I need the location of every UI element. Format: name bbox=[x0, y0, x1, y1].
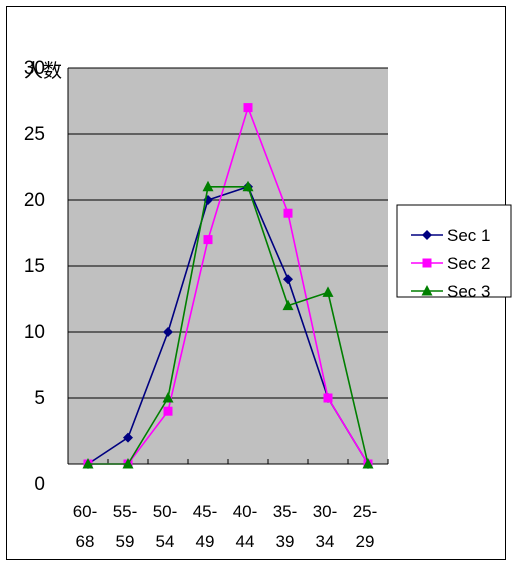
legend-label: Sec 2 bbox=[447, 254, 490, 273]
legend-label: Sec 1 bbox=[447, 226, 490, 245]
data-point bbox=[82, 458, 94, 469]
x-tick-label-bottom: 68 bbox=[76, 532, 95, 551]
data-point bbox=[283, 208, 293, 218]
x-tick-label-bottom: 29 bbox=[356, 532, 375, 551]
series-line bbox=[88, 105, 369, 465]
y-tick-label: 20 bbox=[24, 190, 45, 211]
data-point bbox=[283, 274, 293, 285]
y-tick-label: 5 bbox=[34, 388, 45, 409]
y-axis-label: 人数 bbox=[24, 60, 62, 82]
x-tick-label-bottom: 39 bbox=[276, 532, 295, 551]
data-point bbox=[163, 327, 173, 337]
x-tick-label-top: 25- bbox=[353, 502, 378, 521]
data-point bbox=[282, 299, 294, 311]
x-tick-label-bottom: 44 bbox=[236, 532, 255, 551]
x-tick-label-bottom: 49 bbox=[196, 532, 215, 551]
legend-item: Sec 3 bbox=[411, 282, 490, 301]
x-tick-label-bottom: 34 bbox=[316, 532, 335, 551]
data-point bbox=[203, 235, 213, 245]
y-tick-label: 0 bbox=[34, 474, 45, 495]
data-point bbox=[362, 458, 374, 469]
legend-label: Sec 3 bbox=[447, 282, 490, 301]
y-tick-label: 25 bbox=[24, 124, 45, 145]
x-tick-label-top: 50- bbox=[153, 502, 178, 521]
data-point bbox=[123, 432, 133, 443]
x-tick-label-bottom: 59 bbox=[116, 532, 135, 551]
legend-marker bbox=[422, 258, 432, 268]
legend-marker bbox=[421, 285, 433, 296]
legend-item: Sec 1 bbox=[411, 226, 490, 245]
x-tick-label-top: 35- bbox=[273, 502, 298, 521]
x-tick-labels: 60- 68 55- 59 50- 54 45- 49 40- 44 35- 39 30- 34 25- 29 bbox=[73, 502, 378, 551]
data-point bbox=[163, 406, 173, 416]
y-tick-label: 30 bbox=[24, 58, 45, 79]
data-point bbox=[162, 392, 174, 403]
x-tick-label-top: 45- bbox=[193, 502, 218, 521]
x-tick-label-top: 30- bbox=[313, 502, 338, 521]
y-tick-label: 10 bbox=[24, 322, 45, 343]
gridlines bbox=[68, 67, 388, 399]
series-line bbox=[87, 185, 369, 465]
data-point bbox=[202, 180, 214, 192]
x-tick-label-bottom: 54 bbox=[156, 532, 175, 551]
series-3 bbox=[82, 180, 374, 469]
legend-marker bbox=[422, 230, 432, 240]
y-tick-label: 15 bbox=[24, 256, 45, 277]
legend-box bbox=[396, 204, 512, 298]
series-layer bbox=[82, 103, 374, 469]
legend: Sec 1 Sec 2 Sec 3 bbox=[396, 204, 512, 301]
data-point bbox=[243, 103, 253, 113]
data-point bbox=[242, 180, 254, 192]
legend-item: Sec 2 bbox=[411, 254, 490, 273]
x-tick-label-top: 55- bbox=[113, 502, 138, 521]
data-point bbox=[322, 286, 334, 297]
y-tick-labels: 0 5 10 15 20 25 30 bbox=[24, 58, 45, 495]
data-point bbox=[122, 458, 134, 469]
x-tick-label-top: 60- bbox=[73, 502, 98, 521]
data-point bbox=[323, 393, 333, 403]
x-tick-label-top: 40- bbox=[233, 502, 258, 521]
series-line bbox=[88, 186, 369, 465]
